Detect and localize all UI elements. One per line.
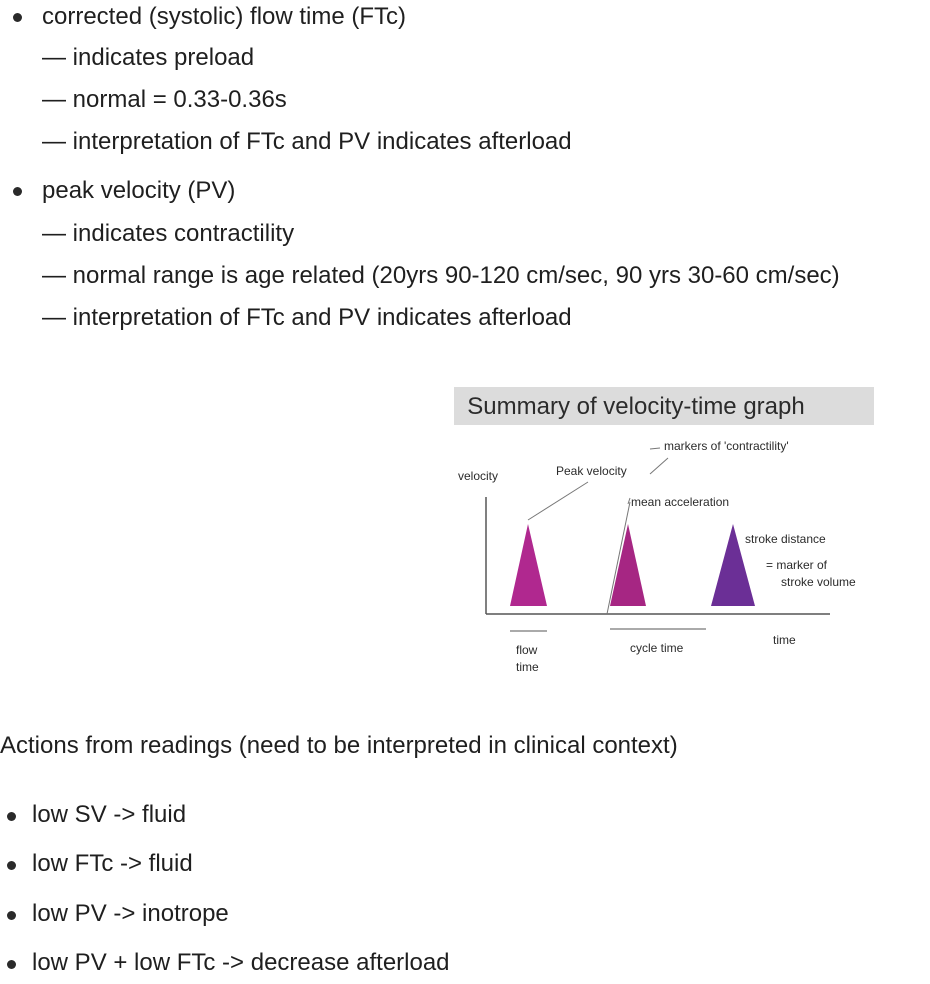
label-velocity: velocity (458, 469, 498, 483)
diagram-title-bar (454, 387, 874, 425)
label-stroke-volume: stroke volume (781, 575, 856, 589)
section2-item: — indicates contractility (42, 220, 295, 247)
section2-item: — normal range is age related (20yrs 90-… (42, 262, 840, 289)
bullet-dot (13, 13, 22, 22)
velocity-time-graph-svg: Summary of velocity-time graph velocity … (454, 387, 874, 674)
actions-heading: Actions from readings (need to be interp… (0, 732, 678, 759)
markers-pointer (649, 447, 661, 450)
action-item: low PV + low FTc -> decrease afterload (32, 949, 450, 976)
section1-item: — normal = 0.33-0.36s (42, 86, 287, 113)
label-marker-of: = marker of (766, 558, 828, 572)
diagram-title: Summary of velocity-time graph (467, 393, 804, 420)
label-mean-acceleration: mean acceleration (631, 495, 729, 509)
peak-triangle-2 (610, 524, 646, 606)
section1-title: corrected (systolic) flow time (FTc) (42, 3, 407, 30)
section1-item: — interpretation of FTc and PV indicates… (42, 128, 572, 155)
peak-velocity-leader (527, 481, 589, 521)
peak-triangle-1 (510, 524, 547, 606)
section1-item: — indicates preload (42, 44, 255, 71)
label-flow-time: time (516, 660, 539, 674)
label-time: time (773, 633, 796, 647)
section2-item: — interpretation of FTc and PV indicates… (42, 304, 572, 331)
peak-triangle-3 (711, 524, 755, 606)
acceleration-slope-line (606, 501, 631, 615)
section2-title: peak velocity (PV) (42, 177, 236, 204)
bullet-dot (7, 812, 16, 821)
bullet-dot (7, 861, 16, 870)
action-item: low FTc -> fluid (32, 850, 193, 877)
label-peak-velocity: Peak velocity (556, 464, 627, 478)
contractility-leader (649, 457, 669, 475)
label-markers: markers of 'contractility' (664, 439, 789, 453)
label-stroke-distance: stroke distance (745, 532, 826, 546)
action-item: low SV -> fluid (32, 801, 187, 828)
bullet-dot (7, 911, 16, 920)
velocity-time-diagram: Summary of velocity-time graph velocity … (450, 382, 890, 682)
bullet-dot (13, 187, 22, 196)
label-flow: flow (516, 643, 538, 657)
label-cycle-time: cycle time (630, 641, 684, 655)
action-item: low PV -> inotrope (32, 900, 229, 927)
bullet-dot (7, 960, 16, 969)
mean-acceleration-leader (627, 497, 631, 505)
